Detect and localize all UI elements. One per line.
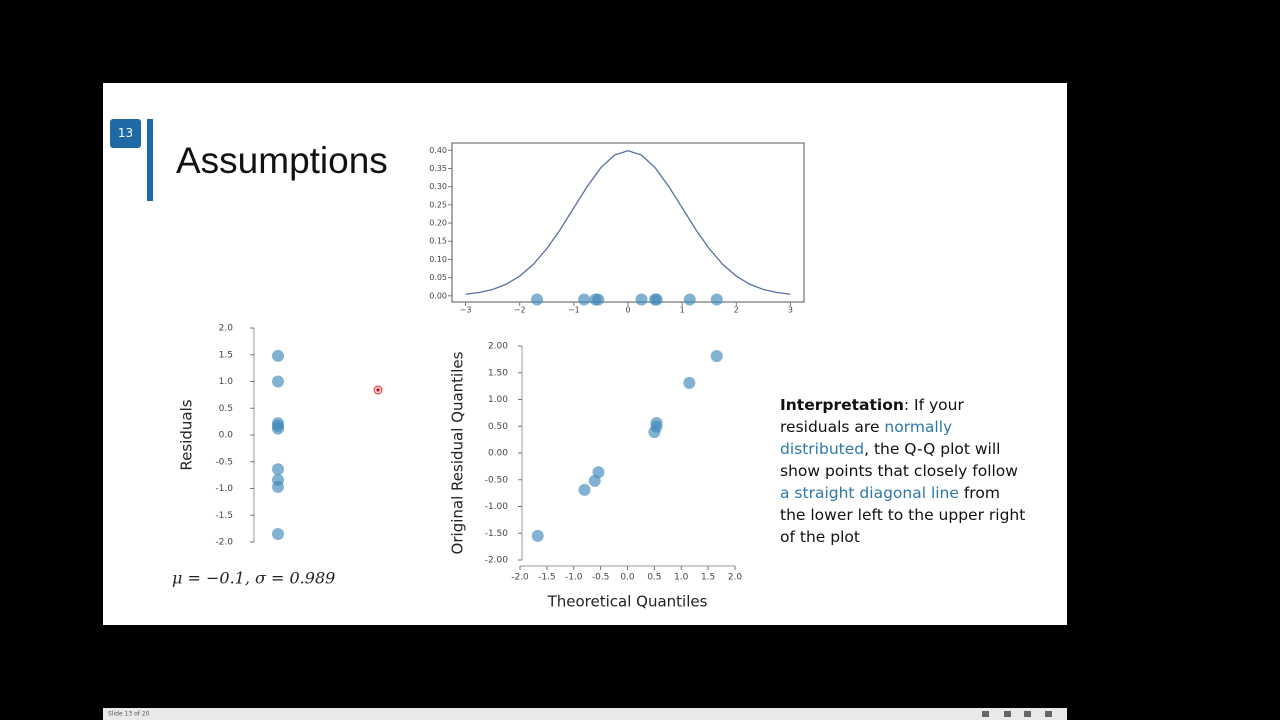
data-point <box>531 529 544 542</box>
y-tick-label: 0.20 <box>429 219 447 228</box>
icon <box>1045 711 1052 717</box>
x-tick-label: -2.0 <box>511 573 529 583</box>
y-tick-label: 0.10 <box>429 255 447 264</box>
x-tick-label: −2 <box>514 306 526 315</box>
data-point <box>272 527 284 540</box>
slide-number: 13 <box>118 126 133 140</box>
data-point <box>272 375 284 388</box>
y-tick-label: 0.25 <box>429 200 447 209</box>
y-tick-label: 0.05 <box>429 273 447 282</box>
data-point <box>578 293 591 306</box>
x-tick-label: −1 <box>568 306 580 315</box>
y-tick-label: 0.15 <box>429 237 447 246</box>
x-tick-label: 0.5 <box>647 573 661 583</box>
x-tick-label: −3 <box>460 306 472 315</box>
x-tick-label: 2.0 <box>728 573 743 583</box>
stats-annotation: μ = −0.1, σ = 0.989 <box>172 569 335 588</box>
y-axis-label: Residuals <box>178 399 196 470</box>
y-tick-label: -2.00 <box>485 556 509 566</box>
y-tick-label: -2.0 <box>215 538 233 548</box>
y-tick-label: 0.50 <box>488 422 508 432</box>
x-tick-label: 0.0 <box>620 573 635 583</box>
y-tick-label: 1.0 <box>219 377 234 387</box>
interpretation: Interpretation: If your residuals are no… <box>780 394 1030 548</box>
y-axis-label: Original Residual Quantiles <box>449 351 467 554</box>
y-tick-label: -1.00 <box>485 502 509 512</box>
y-tick-label: 0.0 <box>219 431 234 441</box>
x-tick-label: 3 <box>788 306 793 315</box>
y-tick-label: 2.0 <box>219 324 234 334</box>
data-point <box>710 350 723 363</box>
data-point <box>650 417 663 430</box>
text-segment: , the Q-Q plot will show points that clo… <box>780 440 1018 480</box>
y-tick-label: -0.50 <box>485 475 509 485</box>
icon <box>1024 711 1031 717</box>
y-tick-label: 0.5 <box>219 404 233 414</box>
x-tick-label: 0 <box>625 306 630 315</box>
icon <box>982 711 989 717</box>
data-point <box>592 293 605 306</box>
data-point <box>272 463 284 476</box>
slide-number-box <box>110 119 141 148</box>
x-tick-label: 2 <box>734 306 739 315</box>
x-tick-label: -0.5 <box>592 573 610 583</box>
x-tick-label: 1.0 <box>674 573 689 583</box>
y-tick-label: -1.5 <box>215 511 233 521</box>
slide-title: Assumptions <box>176 140 388 181</box>
data-point <box>592 466 605 479</box>
data-point <box>272 422 284 435</box>
data-point <box>683 293 696 306</box>
data-point <box>710 293 723 306</box>
pdf-curve <box>465 149 791 295</box>
slide <box>103 83 1067 625</box>
data-point <box>683 376 696 389</box>
text-segment: a straight diagonal line <box>780 484 959 502</box>
y-tick-label: 1.00 <box>488 395 508 405</box>
x-tick-label: -1.5 <box>538 573 556 583</box>
y-tick-label: 1.5 <box>219 350 233 360</box>
status-text: Slide 13 of 20 <box>108 711 150 718</box>
y-tick-label: 1.50 <box>488 368 508 378</box>
icon <box>1004 711 1011 717</box>
data-point <box>650 293 663 306</box>
x-tick-label: 1 <box>680 306 685 315</box>
text-segment: : If your residuals are <box>780 396 964 436</box>
title-bar <box>147 119 153 201</box>
y-tick-label: 0.40 <box>429 146 447 155</box>
status-icons <box>982 711 1052 717</box>
data-point <box>578 483 591 496</box>
y-tick-label: 0.00 <box>429 291 447 300</box>
data-point <box>272 349 284 362</box>
y-tick-label: 0.00 <box>488 449 508 459</box>
data-point <box>531 293 544 306</box>
laser-pointer-dot <box>376 388 380 392</box>
text-segment: from the lower left to the upper right o… <box>780 484 1026 546</box>
y-tick-label: -1.0 <box>215 484 233 494</box>
y-tick-label: 0.30 <box>429 182 447 191</box>
status-bar <box>103 708 1067 720</box>
data-point <box>635 293 648 306</box>
y-tick-label: -1.50 <box>485 529 509 539</box>
y-tick-label: -0.5 <box>215 457 233 467</box>
text-segment: Interpretation <box>780 396 904 414</box>
data-point <box>272 480 284 493</box>
text-segment: normally distributed <box>780 418 953 458</box>
x-tick-label: 1.5 <box>701 573 715 583</box>
y-tick-label: 2.00 <box>488 342 508 352</box>
x-axis-label: Theoretical Quantiles <box>547 593 708 611</box>
y-tick-label: 0.35 <box>429 164 447 173</box>
x-tick-label: -1.0 <box>565 573 583 583</box>
